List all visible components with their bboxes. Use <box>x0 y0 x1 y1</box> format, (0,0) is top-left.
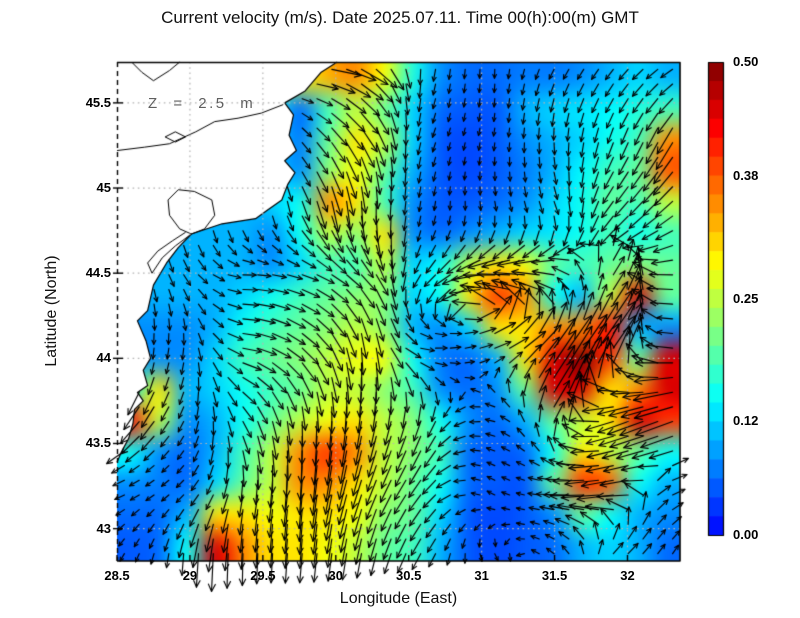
y-tick-label: 43.5 <box>85 435 111 451</box>
x-tick-label: 31.5 <box>541 568 568 583</box>
colorbar-label: 0.12 <box>733 413 759 429</box>
y-tick-label: 43 <box>96 520 111 536</box>
x-tick-label: 32 <box>620 568 635 583</box>
x-tick-label: 31 <box>474 568 489 583</box>
colorbar-label: 0.25 <box>733 290 759 306</box>
x-tick-label: 30 <box>328 568 344 583</box>
colorbar-label: 0.00 <box>733 527 759 542</box>
y-tick-label: 44 <box>96 350 111 366</box>
x-tick-label: 29 <box>182 568 198 583</box>
x-tick-label: 29.5 <box>250 568 276 583</box>
depth-annotation: Z = 2.5 m <box>148 95 256 112</box>
colorbar-label: 0.50 <box>733 54 759 69</box>
x-tick-label: 28.5 <box>104 568 130 583</box>
y-axis-label: Latitude (North) <box>43 255 60 367</box>
y-tick-label: 45 <box>96 180 111 196</box>
x-tick-label: 30.5 <box>396 568 422 583</box>
x-axis-label: Longitude (East) <box>339 590 458 607</box>
y-tick-label: 44.5 <box>85 265 111 281</box>
y-tick-label: 45.5 <box>85 94 111 110</box>
chart-title: Current velocity (m/s). Date 2025.07.11.… <box>161 8 639 27</box>
colorbar-label: 0.38 <box>733 167 759 183</box>
